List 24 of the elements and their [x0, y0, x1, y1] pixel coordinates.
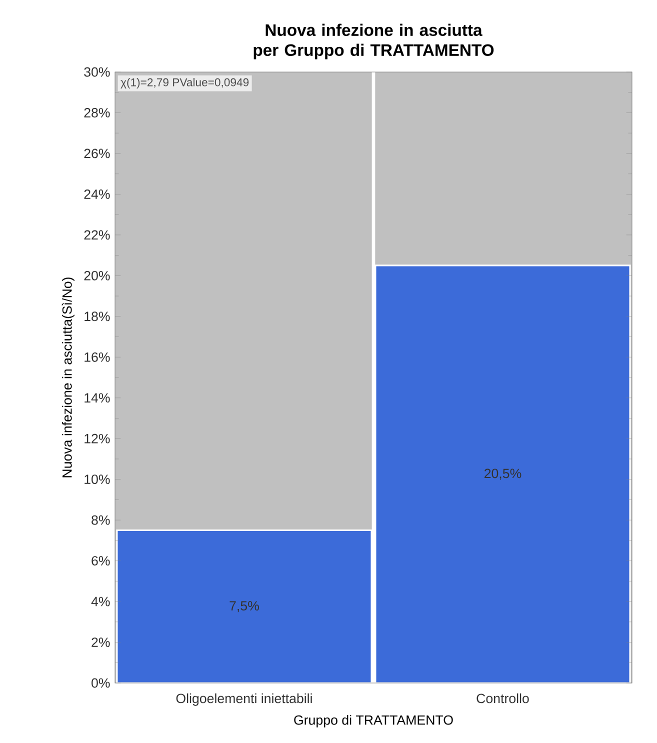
- x-axis-title: Gruppo di TRATTAMENTO: [294, 714, 453, 728]
- y-tick-label: 14%: [84, 393, 110, 403]
- y-tick-label: 22%: [84, 230, 110, 240]
- y-tick-label: 28%: [84, 108, 110, 118]
- y-tick-label: 8%: [92, 515, 110, 525]
- y-tick-label: 6%: [92, 556, 110, 566]
- annotation: χ(1)=2,79 PValue=0,0949: [120, 78, 249, 89]
- x-tick-label: Oligoelementi iniettabili: [176, 693, 312, 706]
- chart-title: Nuova infezione in asciutta per Gruppo di TRATTAMENTO: [254, 24, 494, 60]
- y-tick-label: 16%: [84, 352, 110, 362]
- y-tick-label: 30%: [84, 67, 110, 77]
- y-tick-label: 18%: [84, 312, 110, 322]
- y-tick-label: 24%: [84, 190, 110, 199]
- y-axis-title: Nuova infezione in asciutta(Sì/No): [62, 278, 74, 478]
- y-tick-label: 10%: [84, 474, 110, 484]
- y-tick-label: 26%: [84, 148, 110, 158]
- x-tick-label: Controllo: [476, 693, 529, 704]
- y-tick-label: 2%: [92, 638, 110, 647]
- data-label: 20,5%: [484, 468, 522, 480]
- y-tick-label: 4%: [91, 596, 110, 606]
- data-label: 7,5%: [230, 601, 259, 612]
- y-tick-label: 0%: [92, 678, 110, 688]
- y-tick-label: 12%: [84, 434, 110, 444]
- y-tick-label: 20%: [84, 270, 110, 280]
